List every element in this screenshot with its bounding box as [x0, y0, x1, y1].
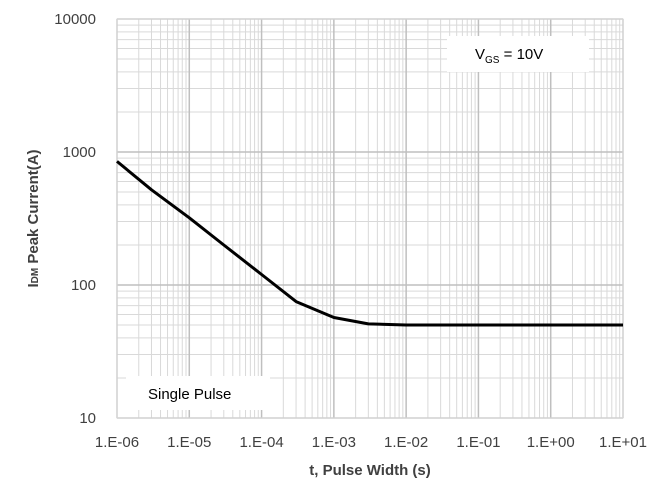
x-tick-label: 1.E-06 — [95, 434, 139, 451]
y-axis-title-prefix: I — [25, 283, 42, 287]
minor-grid — [117, 19, 623, 418]
x-tick-label: 1.E-04 — [239, 434, 283, 451]
x-tick-label: 1.E+01 — [599, 434, 647, 451]
condition-label-suffix: = 10V — [499, 46, 543, 63]
x-tick-label: 1.E-02 — [384, 434, 428, 451]
plot-background — [117, 19, 623, 418]
y-axis-title: IDM Peak Current(A) — [25, 149, 42, 287]
condition-label-background — [447, 36, 589, 72]
note-label-background — [126, 376, 270, 410]
y-axis-title-subscript: DM — [30, 268, 41, 284]
x-axis-title: t, Pulse Width (s) — [309, 462, 431, 479]
x-tick-labels: 1.E-06 1.E-05 1.E-04 1.E-03 1.E-02 1.E-01 1.E+… — [95, 434, 647, 451]
plot-border — [116, 18, 624, 419]
condition-label-subscript: GS — [485, 55, 500, 66]
y-tick-label: 1000 — [63, 144, 96, 161]
condition-label-prefix: V — [475, 46, 485, 63]
series-line — [116, 160, 623, 327]
y-axis-title-suffix: Peak Current(A) — [25, 149, 42, 267]
y-tick-labels: 10 100 1000 10000 — [54, 11, 96, 427]
x-tick-label: 1.E-01 — [456, 434, 500, 451]
note-label-box: Single Pulse — [126, 376, 270, 410]
condition-label-box: VGS = 10V — [447, 36, 589, 72]
condition-label: VGS = 10V — [475, 46, 543, 66]
x-tick-label: 1.E-05 — [167, 434, 211, 451]
note-label: Single Pulse — [148, 386, 231, 403]
y-tick-label: 10 — [79, 410, 96, 427]
x-tick-label: 1.E-03 — [312, 434, 356, 451]
x-tick-label: 1.E+00 — [527, 434, 575, 451]
y-tick-label: 100 — [71, 277, 96, 294]
y-tick-label: 10000 — [54, 11, 96, 28]
